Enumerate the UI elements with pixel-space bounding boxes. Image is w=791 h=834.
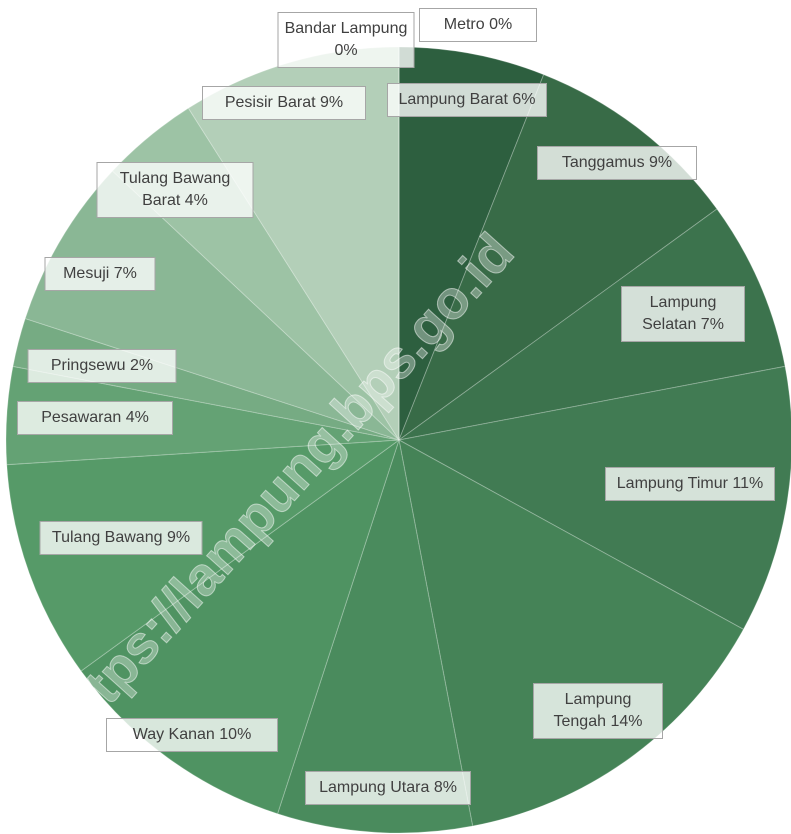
category-label: Lampung Barat: [398, 91, 508, 108]
data-label: Lampung Barat 6%: [387, 83, 547, 117]
value-label: 9%: [166, 529, 191, 546]
category-label: Mesuji: [63, 265, 110, 282]
category-label: Lampung Utara: [319, 779, 430, 796]
value-label: 2%: [130, 357, 154, 374]
category-label: Pesawaran: [41, 409, 122, 426]
data-label: Tulang Bawang 9%: [39, 521, 203, 555]
category-label: Tanggamus: [561, 154, 645, 171]
value-label: 8%: [433, 779, 457, 796]
category-label: Way Kanan: [132, 726, 215, 743]
data-label: Lampung Utara 8%: [305, 771, 471, 805]
data-label: Lampung Timur 11%: [605, 467, 775, 501]
value-label: 4%: [184, 192, 208, 209]
data-label: Lampung Tengah 14%: [533, 683, 663, 739]
pie-slice: [276, 439, 474, 834]
data-label: Metro 0%: [419, 8, 537, 42]
pie-slice: [12, 317, 400, 441]
category-label: Lampung Timur: [616, 475, 728, 492]
value-label: 10%: [219, 726, 252, 743]
value-label: 4%: [125, 409, 149, 426]
category-label: Pringsewu: [50, 357, 126, 374]
pie-slice: [6, 439, 401, 672]
data-label: Pesisir Barat 9%: [202, 86, 366, 120]
data-label: Bandar Lampung 0%: [277, 12, 415, 68]
value-label: 7%: [700, 316, 724, 333]
pie-slice: [5, 365, 400, 466]
data-label: Tanggamus 9%: [537, 146, 697, 180]
data-label: Tulang Bawang Barat 4%: [96, 162, 254, 218]
data-label: Pesawaran 4%: [17, 401, 173, 435]
value-label: 9%: [320, 94, 344, 111]
category-label: Pesisir Barat: [224, 94, 316, 111]
category-label: Bandar Lampung: [284, 20, 408, 37]
value-label: 14%: [610, 713, 643, 730]
value-label: 0%: [489, 16, 513, 33]
category-label: Metro: [443, 16, 485, 33]
value-label: 0%: [334, 42, 358, 59]
category-label: Lampung Selatan: [642, 294, 717, 333]
data-label: Way Kanan 10%: [106, 718, 278, 752]
category-label: Tulang Bawang: [51, 529, 163, 546]
data-label: Lampung Selatan 7%: [621, 286, 745, 342]
pie-slice: [398, 208, 786, 441]
data-label: Mesuji 7%: [44, 257, 156, 291]
value-label: 6%: [512, 91, 536, 108]
data-label: Pringsewu 2%: [27, 349, 177, 383]
category-label: Tulang Bawang Barat: [119, 170, 231, 209]
pie-slice: [397, 365, 791, 631]
value-label: 7%: [113, 265, 137, 282]
value-label: 9%: [649, 154, 673, 171]
category-label: Lampung Tengah: [553, 691, 632, 730]
value-label: 11%: [732, 475, 764, 492]
